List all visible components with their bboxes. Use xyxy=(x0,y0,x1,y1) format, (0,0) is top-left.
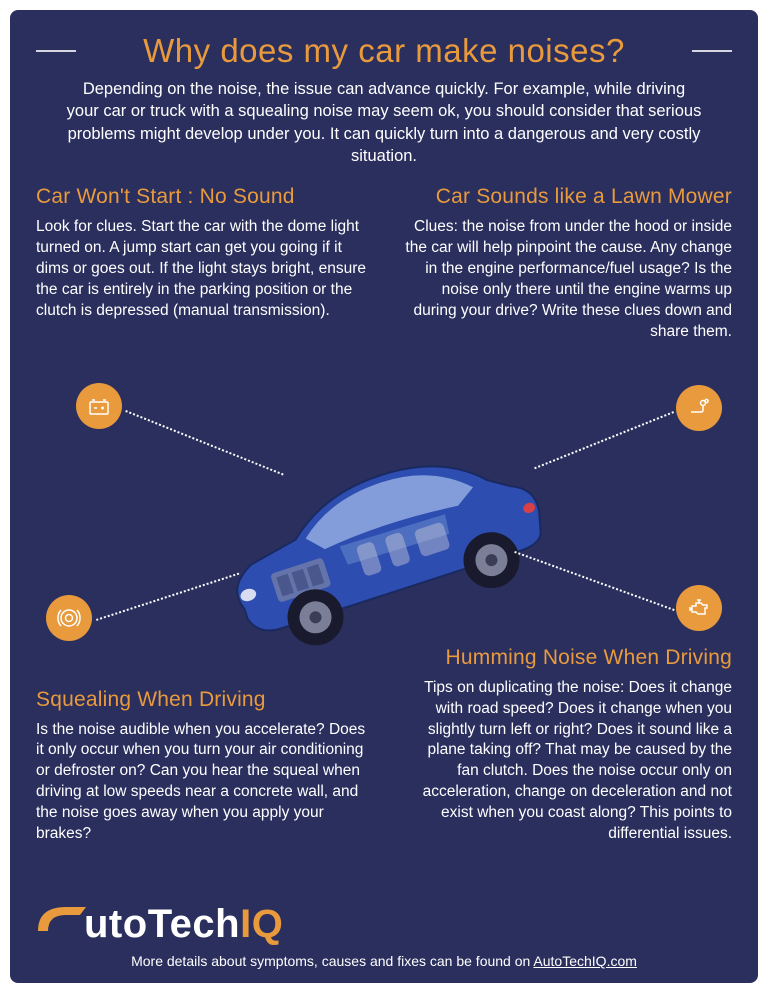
section-no-start: Car Won't Start : No Sound Look for clue… xyxy=(36,185,366,322)
connector-line xyxy=(534,411,674,469)
exhaust-icon xyxy=(676,385,722,431)
section-lawn-mower: Car Sounds like a Lawn Mower Clues: the … xyxy=(402,185,732,343)
infographic-card: Why does my car make noises? Depending o… xyxy=(10,10,758,983)
section-humming: Humming Noise When Driving Tips on dupli… xyxy=(402,646,732,845)
page: Why does my car make noises? Depending o… xyxy=(0,0,768,993)
logo-text-part2: IQ xyxy=(240,902,283,946)
section-heading: Car Sounds like a Lawn Mower xyxy=(402,185,732,209)
section-heading: Squealing When Driving xyxy=(36,688,366,712)
logo: utoTechIQ xyxy=(36,901,732,947)
footer-note: More details about symptoms, causes and … xyxy=(36,953,732,969)
section-body: Tips on duplicating the noise: Does it c… xyxy=(402,678,732,845)
battery-icon xyxy=(76,383,122,429)
rule-right xyxy=(692,50,732,52)
content-grid: Car Won't Start : No Sound Look for clue… xyxy=(36,185,732,905)
section-body: Is the noise audible when you accelerate… xyxy=(36,720,366,846)
logo-text: utoTechIQ xyxy=(84,902,283,947)
footer-note-text: More details about symptoms, causes and … xyxy=(131,953,533,969)
page-title: Why does my car make noises? xyxy=(90,32,678,70)
section-heading: Car Won't Start : No Sound xyxy=(36,185,366,209)
title-row: Why does my car make noises? xyxy=(36,32,732,70)
engine-icon xyxy=(676,585,722,631)
logo-swoosh-icon xyxy=(36,901,88,937)
section-squealing: Squealing When Driving Is the noise audi… xyxy=(36,688,366,846)
rule-left xyxy=(36,50,76,52)
intro-paragraph: Depending on the noise, the issue can ad… xyxy=(36,78,732,167)
footer: utoTechIQ More details about symptoms, c… xyxy=(36,901,732,969)
logo-text-part1: utoTech xyxy=(84,902,240,946)
brake-icon xyxy=(46,595,92,641)
section-body: Clues: the noise from under the hood or … xyxy=(402,217,732,343)
footer-link[interactable]: AutoTechIQ.com xyxy=(533,953,637,969)
section-body: Look for clues. Start the car with the d… xyxy=(36,217,366,322)
